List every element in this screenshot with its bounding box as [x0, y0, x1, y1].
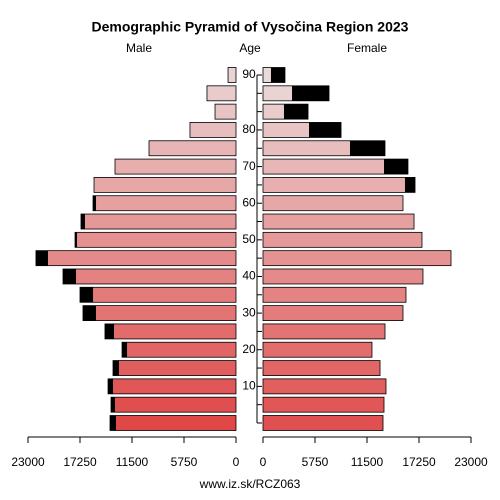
age-label: 20: [242, 342, 256, 356]
excess: [80, 287, 94, 303]
bar: [110, 396, 237, 413]
age-label: 90: [242, 67, 256, 81]
bar: [262, 268, 424, 285]
bar: [189, 122, 237, 138]
bar: [82, 305, 237, 322]
bar: [262, 396, 385, 413]
bar: [79, 286, 237, 303]
bar: [214, 103, 237, 120]
bar: [74, 231, 237, 248]
excess: [93, 195, 97, 211]
bar: [262, 378, 387, 395]
x-tick-label: 17250: [402, 455, 436, 469]
bar: [112, 360, 237, 376]
bar: [35, 250, 237, 267]
age-label: 50: [242, 232, 256, 246]
bar: [262, 286, 407, 303]
excess: [80, 214, 85, 230]
bar: [104, 323, 237, 340]
bar: [109, 415, 237, 431]
bar: [148, 140, 237, 157]
x-tick-label: 23000: [454, 455, 488, 469]
bar: [262, 415, 384, 431]
footer: www.iz.sk/RCZ063: [199, 477, 301, 491]
excess: [111, 397, 115, 413]
excess: [270, 67, 285, 83]
bar: [262, 341, 373, 358]
x-tick-label: 0: [233, 455, 240, 469]
excess: [113, 360, 119, 376]
excess: [75, 232, 78, 248]
bar: [262, 360, 381, 376]
excess: [122, 342, 128, 358]
center-label: Age: [239, 41, 261, 55]
excess: [349, 140, 385, 156]
excess: [35, 250, 48, 266]
bar: [262, 176, 416, 193]
age-label: 80: [242, 122, 256, 136]
excess: [104, 323, 115, 339]
bar: [262, 213, 415, 230]
bar: [93, 176, 237, 193]
excess: [62, 268, 77, 284]
excess: [110, 415, 116, 431]
x-tick-label: 11500: [351, 455, 384, 469]
bar: [62, 268, 237, 285]
age-label: 70: [242, 159, 256, 173]
age-label: 40: [242, 269, 256, 283]
x-tick-label: 5750: [302, 455, 329, 469]
x-tick-label: 17250: [63, 455, 97, 469]
excess: [292, 85, 330, 101]
x-tick-label: 23000: [11, 455, 45, 469]
excess: [309, 122, 342, 138]
bar: [262, 195, 404, 212]
bar: [262, 323, 386, 340]
chart-title: Demographic Pyramid of Vysočina Region 2…: [92, 19, 409, 35]
bar: [107, 378, 237, 395]
bar: [206, 85, 237, 102]
age-label: 30: [242, 305, 256, 319]
x-tick-label: 0: [260, 455, 267, 469]
age-label: 10: [242, 379, 256, 393]
bar: [80, 213, 237, 230]
excess: [384, 159, 408, 175]
bar: [262, 250, 452, 267]
excess: [108, 378, 114, 394]
right-label: Female: [347, 41, 387, 55]
bar: [92, 195, 237, 212]
bar: [121, 341, 237, 358]
excess: [404, 177, 416, 193]
excess: [82, 305, 97, 321]
left-label: Male: [126, 41, 152, 55]
bar: [227, 67, 237, 83]
x-tick-label: 11500: [116, 455, 149, 469]
bar: [262, 305, 404, 322]
age-label: 60: [242, 195, 256, 209]
bar: [114, 158, 237, 175]
bar: [262, 231, 423, 248]
x-tick-label: 5750: [171, 455, 198, 469]
excess: [283, 104, 309, 120]
